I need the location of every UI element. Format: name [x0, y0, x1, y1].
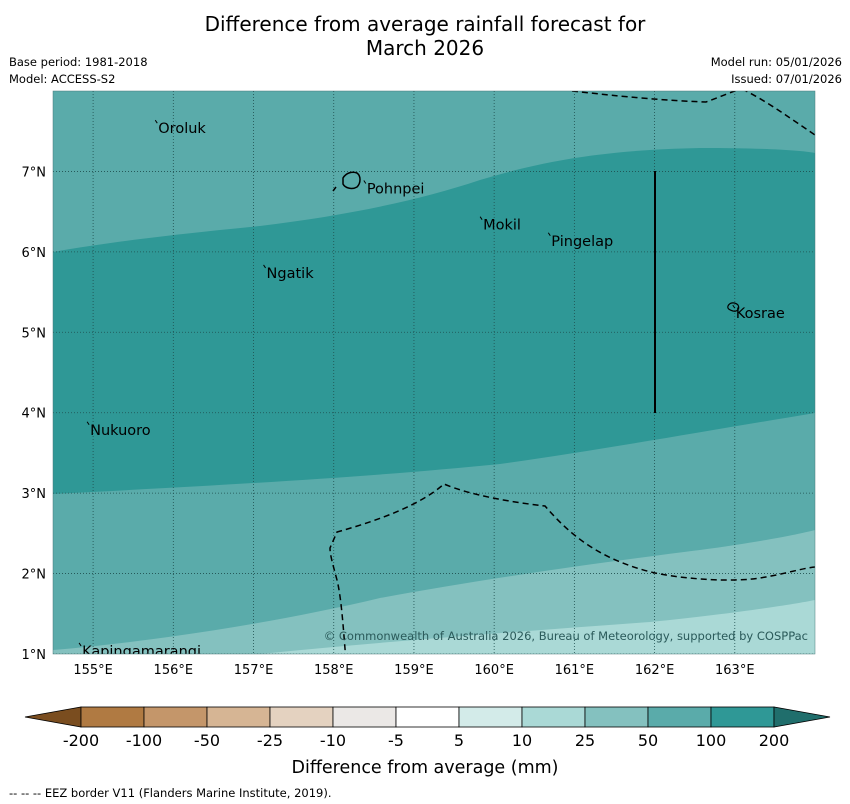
- colorbar-segment: [80, 706, 145, 728]
- colorbar-segment: [584, 706, 649, 728]
- meta-left: Base period: 1981-2018 Model: ACCESS-S2: [9, 54, 148, 88]
- base-period-text: Base period: 1981-2018: [9, 55, 148, 69]
- place-label: Nukuoro: [90, 423, 151, 439]
- colorbar-segment: [206, 706, 271, 728]
- place-marker: [547, 232, 551, 237]
- kosrae-island-icon: [727, 302, 740, 312]
- eez-border-north: [571, 91, 738, 103]
- colorbar-tick-label: 25: [575, 731, 595, 750]
- colorbar-segment: [143, 706, 208, 728]
- y-tick-label: 3°N: [22, 487, 47, 502]
- colorbar: -200 -100 -50 -25 -10 -5 5 10 25 50 100 200: [24, 706, 831, 750]
- place-label: Ngatik: [267, 266, 315, 282]
- place-label: Mokil: [483, 218, 521, 234]
- place-marker: [732, 304, 736, 309]
- colorbar-tick-label: -100: [126, 731, 162, 750]
- colorbar-segment: [395, 706, 460, 728]
- x-tick-label: 160°E: [474, 663, 514, 678]
- place-marker: [86, 421, 90, 426]
- colorbar-tick-label: -200: [63, 731, 99, 750]
- y-tick-label: 1°N: [22, 648, 47, 663]
- colorbar-tick-label: 5: [454, 731, 464, 750]
- x-tick-label: 162°E: [635, 663, 675, 678]
- y-tick-label: 4°N: [22, 407, 47, 422]
- y-tick-label: 6°N: [22, 246, 47, 261]
- colorbar-segment: [332, 706, 397, 728]
- x-tick-label: 157°E: [234, 663, 274, 678]
- title-line-1: Difference from average rainfall forecas…: [204, 12, 646, 36]
- eez-border-northeast: [744, 91, 815, 136]
- region-25-50: [53, 530, 815, 654]
- place-label: Pingelap: [551, 234, 613, 250]
- colorbar-segment: [647, 706, 712, 728]
- colorbar-segment: [521, 706, 586, 728]
- colorbar-segment: [269, 706, 334, 728]
- place-label: Pohnpei: [367, 181, 425, 197]
- eez-footnote: -- -- -- EEZ border V11 (Flanders Marine…: [9, 786, 332, 800]
- x-axis-ticks: 155°E 156°E 157°E 158°E 159°E 160°E 161°E 162°E…: [73, 663, 754, 678]
- eez-border-south: [329, 483, 815, 654]
- colorbar-tick-label: -25: [257, 731, 283, 750]
- colorbar-tick-label: 50: [638, 731, 658, 750]
- map-panel[interactable]: Oroluk Pohnpei Mokil Pingelap Ngatik Kosrae Nu…: [53, 89, 815, 660]
- region-10-25: [260, 600, 815, 654]
- y-tick-label: 7°N: [22, 165, 47, 180]
- model-run-text: Model run: 05/01/2026: [710, 55, 842, 69]
- x-tick-label: 163°E: [715, 663, 755, 678]
- map-frame: [52, 90, 816, 655]
- x-tick-label: 155°E: [73, 663, 113, 678]
- x-tick-label: 158°E: [314, 663, 354, 678]
- place-marker: [78, 642, 82, 647]
- y-tick-label: 2°N: [22, 568, 47, 583]
- x-tick-label: 159°E: [394, 663, 434, 678]
- island-fragment-icon: [332, 186, 337, 192]
- colorbar-tick-label: -10: [320, 731, 346, 750]
- copyright-text: © Commonwealth of Australia 2026, Bureau…: [324, 629, 808, 643]
- colorbar-segment: [710, 706, 775, 728]
- colorbar-segment: [458, 706, 523, 728]
- colorbar-tick-label: 200: [759, 731, 790, 750]
- x-tick-label: 161°E: [555, 663, 595, 678]
- colorbar-tick-label: -50: [194, 731, 220, 750]
- place-label: Oroluk: [158, 121, 206, 137]
- y-axis-ticks: 1°N 2°N 3°N 4°N 5°N 6°N 7°N: [22, 165, 47, 663]
- colorbar-tick-label: 100: [696, 731, 727, 750]
- place-marker: [263, 264, 266, 269]
- colorbar-title: Difference from average (mm): [291, 758, 558, 778]
- colorbar-extend-high: [773, 706, 831, 728]
- issued-text: Issued: 07/01/2026: [731, 72, 842, 86]
- place-marker: [154, 119, 158, 124]
- place-label: Kosrae: [736, 306, 785, 322]
- place-marker: [363, 180, 367, 184]
- region-100-200: [53, 148, 815, 494]
- place-marker: [479, 216, 483, 220]
- pohnpei-island-icon: [342, 171, 361, 190]
- model-text: Model: ACCESS-S2: [9, 72, 116, 86]
- y-tick-label: 5°N: [22, 326, 47, 341]
- map-title: Difference from average rainfall forecas…: [0, 12, 850, 60]
- title-line-2: March 2026: [365, 36, 485, 60]
- meta-right: Model run: 05/01/2026 Issued: 07/01/2026: [711, 54, 842, 88]
- colorbar-tick-label: -5: [388, 731, 404, 750]
- place-labels: Oroluk Pohnpei Mokil Pingelap Ngatik Kosrae Nu…: [78, 119, 785, 660]
- colorbar-tick-label: 10: [512, 731, 532, 750]
- colorbar-extend-low: [24, 706, 82, 728]
- place-label: Kapingamarangi: [82, 644, 201, 660]
- x-tick-label: 156°E: [154, 663, 194, 678]
